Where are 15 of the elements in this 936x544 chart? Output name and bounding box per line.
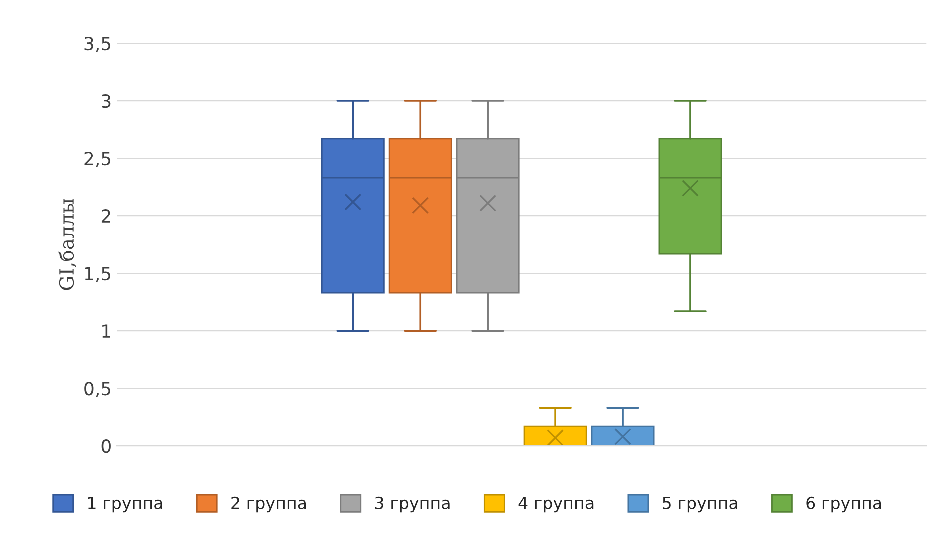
y-tick-label: 0 (102, 440, 111, 454)
y-tick-label: 2,5 (84, 152, 111, 168)
legend-label: 5 группа (663, 497, 738, 513)
y-axis-title: GI,баллы (58, 199, 76, 290)
y-tick-label: 3,5 (84, 36, 111, 52)
y-tick-label: 0,5 (84, 382, 111, 398)
y-tick-label: 1,5 (85, 267, 111, 283)
legend-label: 1 группа (88, 497, 162, 513)
y-tick-label: 1 (102, 324, 110, 338)
legend-label: 3 группа (375, 496, 450, 513)
legend-label: 6 группа (806, 496, 882, 513)
y-tick-label: 2 (102, 210, 110, 223)
legend-label: 2 группа (232, 496, 306, 513)
legend-label: 4 группа (518, 497, 594, 513)
y-tick-label: 3 (102, 94, 111, 108)
